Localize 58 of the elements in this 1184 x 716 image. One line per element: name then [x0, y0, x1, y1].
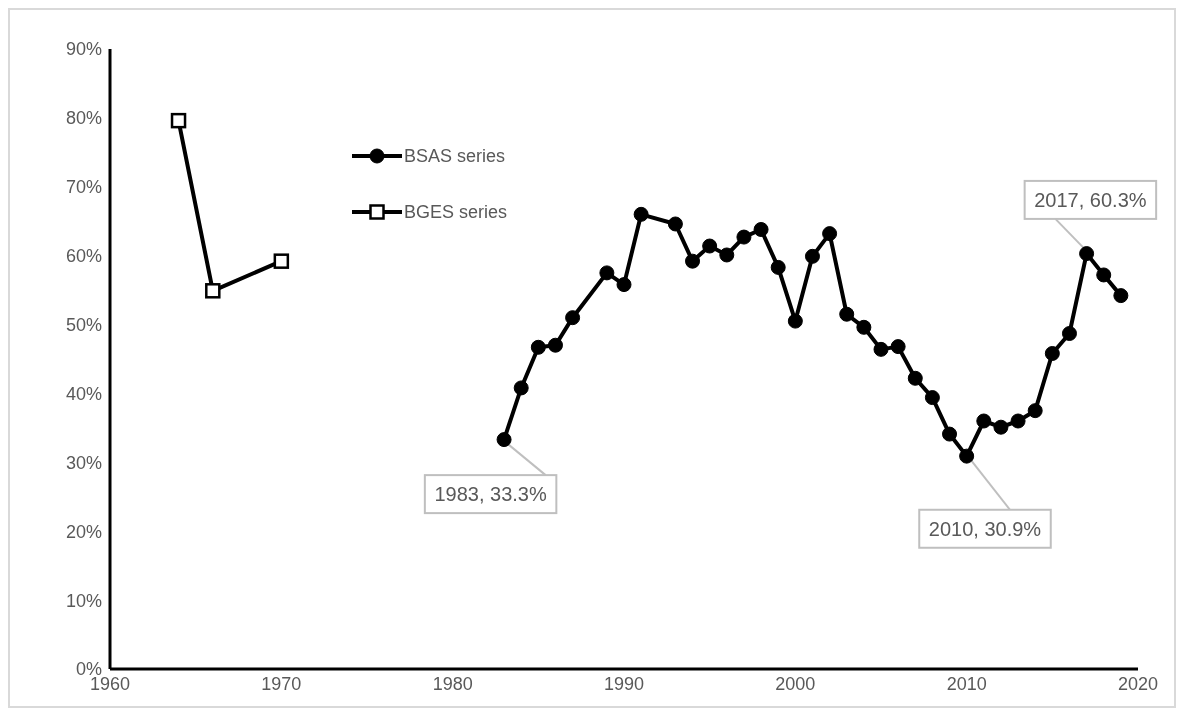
y-tick-label: 20%	[65, 521, 102, 542]
point	[736, 229, 752, 245]
point	[890, 339, 906, 355]
point	[924, 390, 940, 406]
point	[976, 413, 992, 429]
point	[273, 253, 290, 269]
point	[205, 283, 221, 299]
y-tick-label: 90%	[65, 39, 102, 60]
annotation: 2010, 30.9%	[928, 517, 1042, 540]
point	[170, 112, 187, 129]
point	[685, 253, 701, 269]
y-tick-label: 40%	[65, 383, 102, 404]
y-tick-label: 70%	[65, 177, 102, 198]
point	[496, 432, 512, 448]
point	[770, 259, 786, 275]
y-tick-label: 30%	[65, 452, 102, 473]
annotation: 1983, 33.3%	[434, 483, 547, 506]
point	[822, 226, 838, 242]
point	[633, 206, 649, 222]
y-tick-label: 50%	[65, 314, 102, 335]
point	[565, 310, 581, 326]
x-tick-label: 2010	[946, 673, 987, 694]
point	[942, 426, 958, 442]
point	[1113, 288, 1129, 304]
point	[1027, 403, 1043, 419]
point	[907, 370, 923, 386]
point	[959, 448, 975, 464]
point	[1061, 326, 1077, 342]
point	[1079, 246, 1095, 262]
point	[530, 339, 546, 355]
y-tick-label: 60%	[65, 246, 102, 267]
point	[616, 277, 632, 293]
point	[787, 313, 803, 329]
y-tick-label: 10%	[65, 590, 102, 611]
point	[599, 265, 615, 281]
point	[753, 221, 769, 237]
point	[1096, 267, 1112, 283]
x-tick-label: 2020	[1117, 673, 1159, 694]
point	[804, 248, 820, 264]
annotation: 2017, 60.3%	[1034, 188, 1147, 211]
point	[993, 419, 1009, 435]
point	[839, 306, 855, 322]
point	[513, 380, 529, 396]
legend-label: BSAS series	[404, 145, 506, 167]
x-tick-label: 1990	[603, 673, 645, 694]
point	[856, 319, 872, 335]
point	[547, 337, 563, 353]
point	[719, 247, 735, 263]
point	[702, 238, 718, 254]
legend-label: BGES series	[404, 201, 508, 223]
y-tick-label: 80%	[65, 108, 102, 129]
x-tick-label: 2000	[775, 673, 816, 694]
point	[667, 216, 683, 232]
x-tick-label: 1970	[261, 673, 302, 694]
x-tick-label: 1980	[432, 673, 473, 694]
point	[1010, 413, 1026, 429]
point	[1044, 345, 1060, 361]
point	[873, 341, 889, 357]
